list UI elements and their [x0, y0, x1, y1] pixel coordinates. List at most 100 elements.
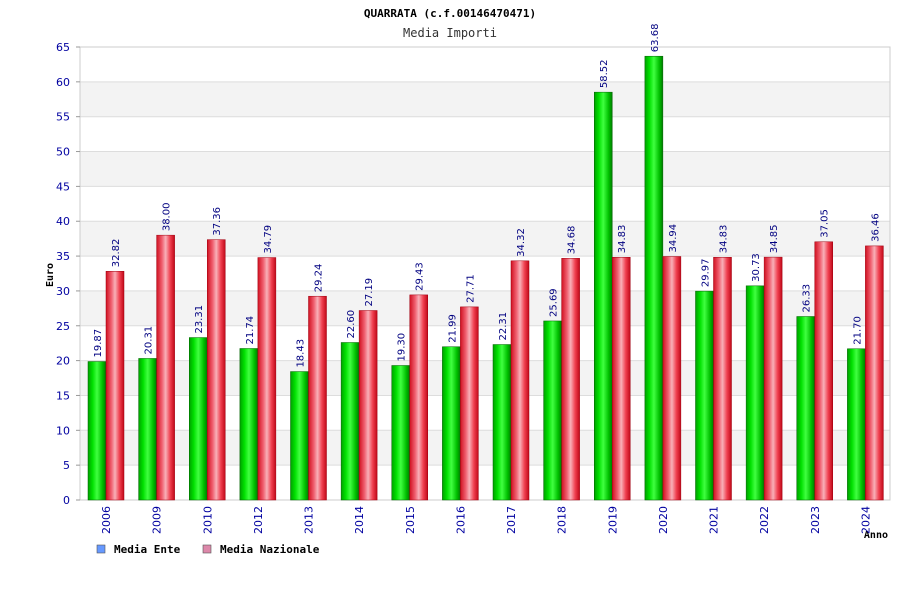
data-label: 30.73: [751, 253, 762, 282]
y-tick-label: 35: [56, 250, 70, 263]
legend: Media Ente Media Nazionale: [96, 543, 320, 556]
bar-media-ente: [340, 342, 360, 501]
data-label: 36.46: [870, 213, 881, 242]
x-tick-label: 2023: [809, 506, 822, 534]
bar-media-ente: [543, 320, 562, 501]
legend-swatch-media-nazionale: [202, 544, 212, 554]
data-labels: 19.87 32.82 20.31 38.00 23.31 37.36 21.74 34.79…: [93, 24, 881, 368]
bar-media-ente: [492, 344, 512, 501]
bar-media-nazionale: [207, 239, 226, 501]
data-label: 18.43: [296, 339, 307, 368]
data-label: 19.30: [397, 333, 408, 362]
y-tick-label: 0: [63, 494, 70, 507]
y-tick-label: 20: [56, 355, 70, 368]
y-tick-label: 60: [56, 76, 70, 89]
data-label: 27.71: [465, 274, 476, 303]
x-tick-label: 2021: [708, 506, 721, 534]
bar-media-ente: [796, 316, 815, 501]
y-axis-label: Euro: [45, 263, 56, 287]
x-tick-label: 2014: [353, 506, 366, 534]
x-tick-label: 2012: [252, 506, 265, 534]
data-label: 34.32: [516, 228, 527, 257]
bar-media-nazionale: [409, 294, 428, 501]
bar-media-ente: [847, 348, 866, 501]
y-tick-label: 40: [56, 215, 70, 228]
data-label: 22.60: [346, 310, 357, 339]
bar-media-nazionale: [460, 306, 479, 501]
data-label: 38.00: [162, 203, 173, 232]
data-label: 25.69: [549, 288, 560, 317]
data-label: 34.85: [769, 224, 780, 253]
bar-media-nazionale: [814, 241, 833, 501]
x-tick-label: 2010: [201, 506, 214, 534]
y-tick-label: 65: [56, 41, 70, 54]
bar-media-ente: [644, 55, 664, 501]
data-label: 34.83: [617, 225, 628, 254]
bar-media-nazionale: [257, 257, 277, 501]
x-tick-label: 2017: [505, 506, 518, 534]
data-label: 26.33: [802, 284, 813, 313]
data-label: 29.24: [314, 264, 325, 293]
y-tick-label: 10: [56, 424, 70, 437]
y-axis-ticks: 0 5 10 15 20 25 30 35 40 45 50 55 60 65: [56, 41, 80, 507]
data-label: 21.74: [245, 316, 256, 345]
chart-title: QUARRATA (c.f.00146470471): [364, 7, 536, 20]
bar-media-nazionale: [510, 260, 530, 501]
bar-media-ente: [442, 346, 461, 501]
bar-media-nazionale: [105, 271, 125, 501]
y-tick-label: 15: [56, 389, 70, 402]
legend-item-media-ente: Media Ente: [96, 543, 181, 556]
bar-media-nazionale: [865, 245, 884, 501]
bar-media-ente: [695, 290, 714, 501]
bar-media-nazionale: [713, 257, 732, 501]
bar-media-ente: [138, 358, 157, 501]
bar-media-nazionale: [308, 295, 327, 501]
y-tick-label: 25: [56, 320, 70, 333]
bar-media-ente: [745, 285, 765, 501]
data-label: 37.36: [212, 207, 223, 236]
bar-media-nazionale: [561, 258, 580, 501]
legend-label-media-ente: Media Ente: [114, 543, 181, 556]
x-tick-label: 2022: [758, 506, 771, 534]
plot-frame: [79, 46, 891, 501]
bar-media-nazionale: [358, 310, 378, 501]
bar-media-nazionale: [763, 256, 783, 501]
grid-band: [80, 151, 890, 187]
data-label: 21.70: [852, 316, 863, 345]
bar-media-nazionale: [662, 256, 682, 501]
data-label: 22.31: [498, 312, 509, 341]
data-label: 34.83: [719, 225, 730, 254]
data-label: 58.52: [599, 60, 610, 89]
x-tick-label: 2006: [100, 506, 113, 534]
y-tick-label: 50: [56, 146, 70, 159]
bar-series: [87, 55, 884, 501]
legend-swatch-media-ente: [96, 544, 106, 554]
y-tick-label: 30: [56, 285, 70, 298]
bar-media-ente: [189, 337, 208, 501]
x-tick-label: 2020: [657, 506, 670, 534]
y-tick-label: 45: [56, 180, 70, 193]
bar-media-ente: [239, 348, 259, 501]
data-label: 34.79: [263, 225, 274, 254]
data-label: 37.05: [820, 209, 831, 238]
grid-band: [80, 81, 890, 117]
chart-subtitle: Media Importi: [403, 26, 497, 40]
x-axis-ticks: 2006 2009 2010 2012 2013 2014 2015 2016 2017 2018…: [100, 506, 872, 534]
x-tick-label: 2009: [151, 506, 164, 534]
bar-media-ente: [594, 91, 613, 501]
legend-label-media-nazionale: Media Nazionale: [220, 543, 320, 556]
x-tick-label: 2015: [404, 506, 417, 534]
legend-item-media-nazionale: Media Nazionale: [202, 543, 320, 556]
x-tick-label: 2018: [556, 506, 569, 534]
data-label: 34.68: [567, 226, 578, 255]
data-label: 20.31: [144, 326, 155, 355]
data-label: 32.82: [111, 239, 122, 268]
bar-media-ente: [391, 365, 410, 501]
x-tick-label: 2013: [303, 506, 316, 534]
data-label: 29.97: [701, 258, 712, 287]
data-label: 34.94: [668, 224, 679, 253]
data-label: 63.68: [650, 24, 661, 53]
bar-media-nazionale: [612, 257, 631, 501]
